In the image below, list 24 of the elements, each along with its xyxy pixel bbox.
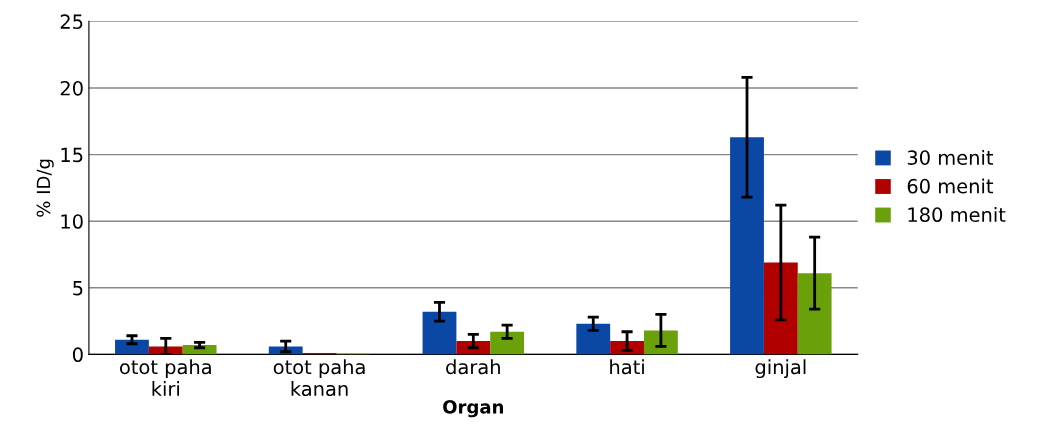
- bar: [643, 330, 678, 355]
- y-tick-label: 10: [61, 214, 83, 229]
- x-tick-label: hati: [610, 359, 644, 375]
- x-axis-title: Organ: [443, 400, 504, 418]
- bar: [422, 311, 457, 355]
- bar: [115, 339, 149, 355]
- x-tick-label: ginjal: [755, 359, 806, 379]
- legend-label: 180 menit: [908, 207, 1006, 223]
- y-axis-title: % ID/g: [36, 159, 54, 217]
- x-tick-label: darah: [446, 359, 500, 375]
- bar: [763, 262, 798, 355]
- x-tick-label: otot paha kanan: [273, 359, 365, 397]
- y-tick-label: 25: [60, 14, 83, 30]
- bar: [797, 273, 832, 355]
- bar: [576, 323, 611, 355]
- bar: [730, 137, 764, 355]
- y-tick-label: 5: [73, 281, 83, 296]
- legend-label: 60 menit: [907, 178, 994, 194]
- y-tick-label: 0: [72, 347, 83, 363]
- x-tick-label: otot paha kiri: [120, 359, 211, 396]
- y-tick-label: 20: [60, 80, 83, 96]
- y-tick-label: 15: [61, 147, 83, 163]
- legend-label: 30 menit: [907, 149, 994, 165]
- bar: [490, 331, 525, 355]
